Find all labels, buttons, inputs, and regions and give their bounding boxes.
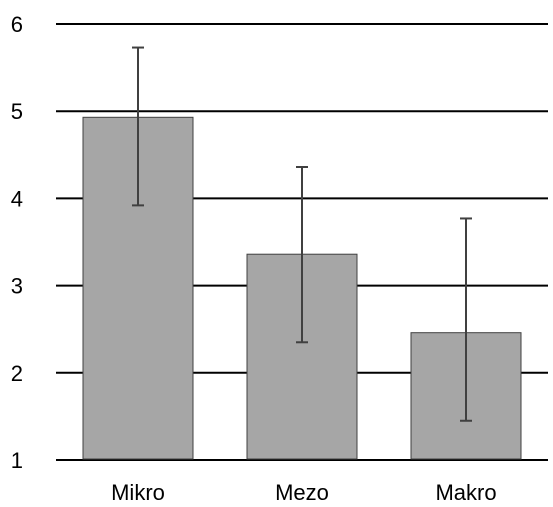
bars <box>82 116 522 460</box>
x-axis-tick-labels: Mikro Mezo Makro <box>111 480 496 505</box>
y-tick-label: 6 <box>11 12 23 37</box>
y-tick-label: 4 <box>11 186 23 211</box>
y-tick-label: 3 <box>11 274 23 299</box>
error-bar-mikro <box>132 46 144 207</box>
x-tick-label-mezo: Mezo <box>275 480 329 505</box>
error-bar-makro <box>460 217 472 422</box>
y-axis-tick-labels: 1 2 3 4 5 6 <box>11 12 23 473</box>
y-tick-label: 2 <box>11 361 23 386</box>
x-tick-label-mikro: Mikro <box>111 480 165 505</box>
y-tick-label: 1 <box>11 448 23 473</box>
x-tick-label-makro: Makro <box>435 480 496 505</box>
error-bar-mezo <box>296 166 308 344</box>
y-tick-label: 5 <box>11 99 23 124</box>
error-bars <box>132 46 472 422</box>
